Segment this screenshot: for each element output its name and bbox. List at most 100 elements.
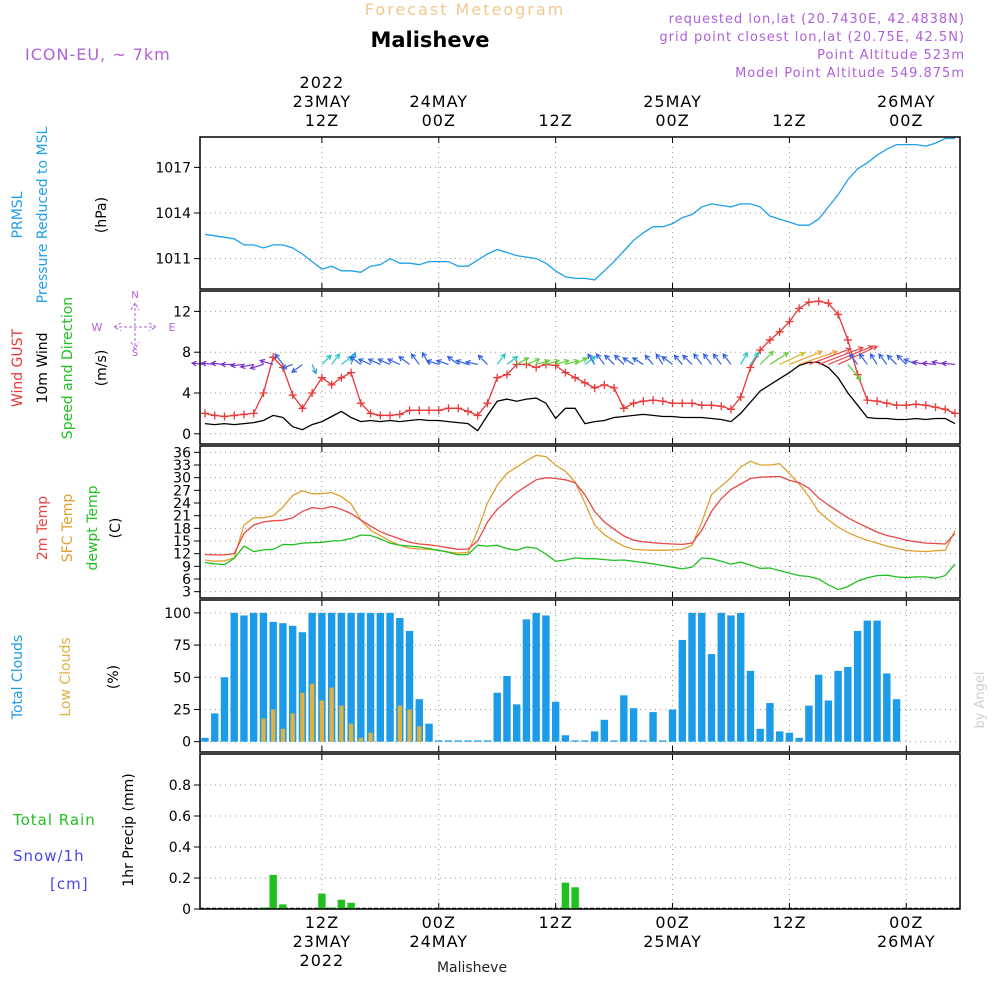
wind-arrow	[921, 360, 936, 367]
temp-ytick-label: 6	[182, 572, 191, 588]
total-cloud-bar	[678, 639, 686, 742]
cloud-ytick-label: 50	[173, 670, 191, 686]
footer-location: Malisheve	[437, 960, 507, 976]
wind-axis-label: Speed and Direction	[60, 297, 76, 439]
precip-axis-label: 1hr Precip (mm)	[121, 773, 137, 886]
wind-arrow	[673, 354, 683, 365]
wind-panel: 0 4 8 12	[173, 290, 961, 445]
panels: 1011101410170481236912151821242730333602…	[10, 73, 961, 970]
total-cloud-bar	[211, 713, 219, 742]
gust-marker	[512, 360, 521, 369]
precip-bar	[327, 907, 336, 909]
gust-marker	[308, 389, 317, 397]
total-cloud-bar	[532, 612, 540, 742]
cloud-ytick-label: 100	[164, 606, 191, 622]
total-cloud-bar	[756, 728, 764, 742]
bottom-time-label: 24MAY	[409, 932, 468, 951]
header-area: Forecast Meteogram Malisheve ICON-EU, ~ …	[25, 0, 988, 976]
bottom-time-label: 23MAY	[293, 932, 352, 951]
bottom-time-label: 26MAY	[877, 932, 936, 951]
low-cloud-bar	[310, 683, 315, 742]
pressure-ytick-label: 1017	[155, 160, 191, 176]
wind-arrow	[759, 350, 775, 365]
total-cloud-bar	[522, 619, 531, 742]
bottom-time-label: 12Z	[772, 913, 806, 932]
wind-arrow	[604, 354, 615, 365]
gust-marker	[795, 304, 804, 313]
wind-arrow	[574, 357, 588, 365]
top-time-label: 25MAY	[643, 92, 702, 111]
bottom-time-label: 25MAY	[643, 932, 702, 951]
compass-west: W	[92, 321, 103, 334]
top-time-label: 2022	[300, 73, 345, 92]
wind-arrow	[398, 355, 410, 365]
gust-marker	[463, 407, 472, 416]
wind-arrow	[545, 358, 561, 366]
wind-arrow	[555, 358, 570, 366]
total-cloud-bar	[824, 700, 833, 742]
top-time-label: 00Z	[655, 111, 689, 130]
total-cloud-bar	[746, 670, 755, 742]
wind-arrow	[779, 351, 806, 365]
total-cloud-bar	[259, 612, 268, 742]
gust-marker	[366, 409, 375, 418]
pressure-line	[204, 137, 955, 281]
gust-marker	[668, 399, 677, 408]
gust-marker	[678, 399, 687, 408]
wind-arrow	[644, 354, 654, 365]
gust-marker	[600, 380, 609, 389]
wind-arrow	[837, 345, 879, 365]
gust-marker	[853, 370, 862, 379]
precip-frame	[199, 753, 961, 910]
precip-ytick-label: 0.6	[169, 809, 191, 825]
total-cloud-bar	[551, 701, 560, 742]
compass-rose: N S W E	[92, 290, 176, 359]
total-cloud-bar	[668, 709, 677, 742]
temp-axis-label: 2m Temp	[35, 496, 51, 560]
cloud-panel: 0 25 50 75 100	[164, 599, 961, 753]
gust-marker	[912, 400, 921, 409]
total-cloud-bar	[308, 612, 316, 742]
total-cloud-bar	[454, 740, 462, 742]
total-cloud-bar	[834, 670, 842, 742]
wind-arrow	[249, 363, 264, 370]
top-time-label: 12Z	[538, 111, 572, 130]
point-altitude: Point Altitude 523m	[817, 48, 965, 63]
temp-ytick-label: 15	[173, 534, 191, 550]
wind-arrow	[331, 353, 341, 365]
total-cloud-bar	[698, 612, 706, 742]
total-cloud-bar	[318, 612, 326, 742]
total-cloud-bar	[688, 612, 696, 742]
total-cloud-bar	[844, 666, 852, 742]
precip-panel: 0 0.2 0.4 0.6 0.8	[169, 753, 961, 918]
total-cloud-bar	[464, 740, 472, 742]
wind-arrow	[367, 358, 381, 365]
temp-ytick-label: 33	[173, 458, 191, 474]
low-cloud-bar	[280, 728, 286, 742]
compass-arrows	[112, 301, 158, 351]
wind-arrow	[595, 353, 605, 365]
total-cloud-bar	[571, 740, 579, 742]
total-cloud-bar	[795, 737, 803, 742]
wind-arrow	[808, 347, 852, 366]
temp2m-line	[204, 475, 956, 556]
total-cloud-bar	[250, 612, 258, 742]
precip-ytick-label: 0.8	[169, 778, 191, 794]
wind-arrow	[858, 353, 868, 365]
total-cloud-bar	[620, 695, 628, 742]
watermark: by Angel	[973, 671, 988, 728]
pressure-frame	[199, 136, 961, 290]
gust-line	[204, 300, 956, 418]
wind-arrow	[535, 358, 551, 366]
gust-marker	[415, 406, 424, 415]
wind-arrow	[311, 364, 318, 375]
bottom-time-label: 00Z	[889, 913, 923, 932]
wind-arrow	[410, 353, 420, 365]
pressure-axis-label: (hPa)	[94, 197, 110, 233]
temp-ytick-label: 9	[182, 559, 191, 575]
gust-marker	[444, 404, 453, 413]
wind-arrow	[818, 346, 865, 366]
gust-marker	[590, 383, 599, 392]
temp-ytick-label: 18	[173, 521, 191, 537]
total-cloud-bar	[600, 719, 609, 742]
